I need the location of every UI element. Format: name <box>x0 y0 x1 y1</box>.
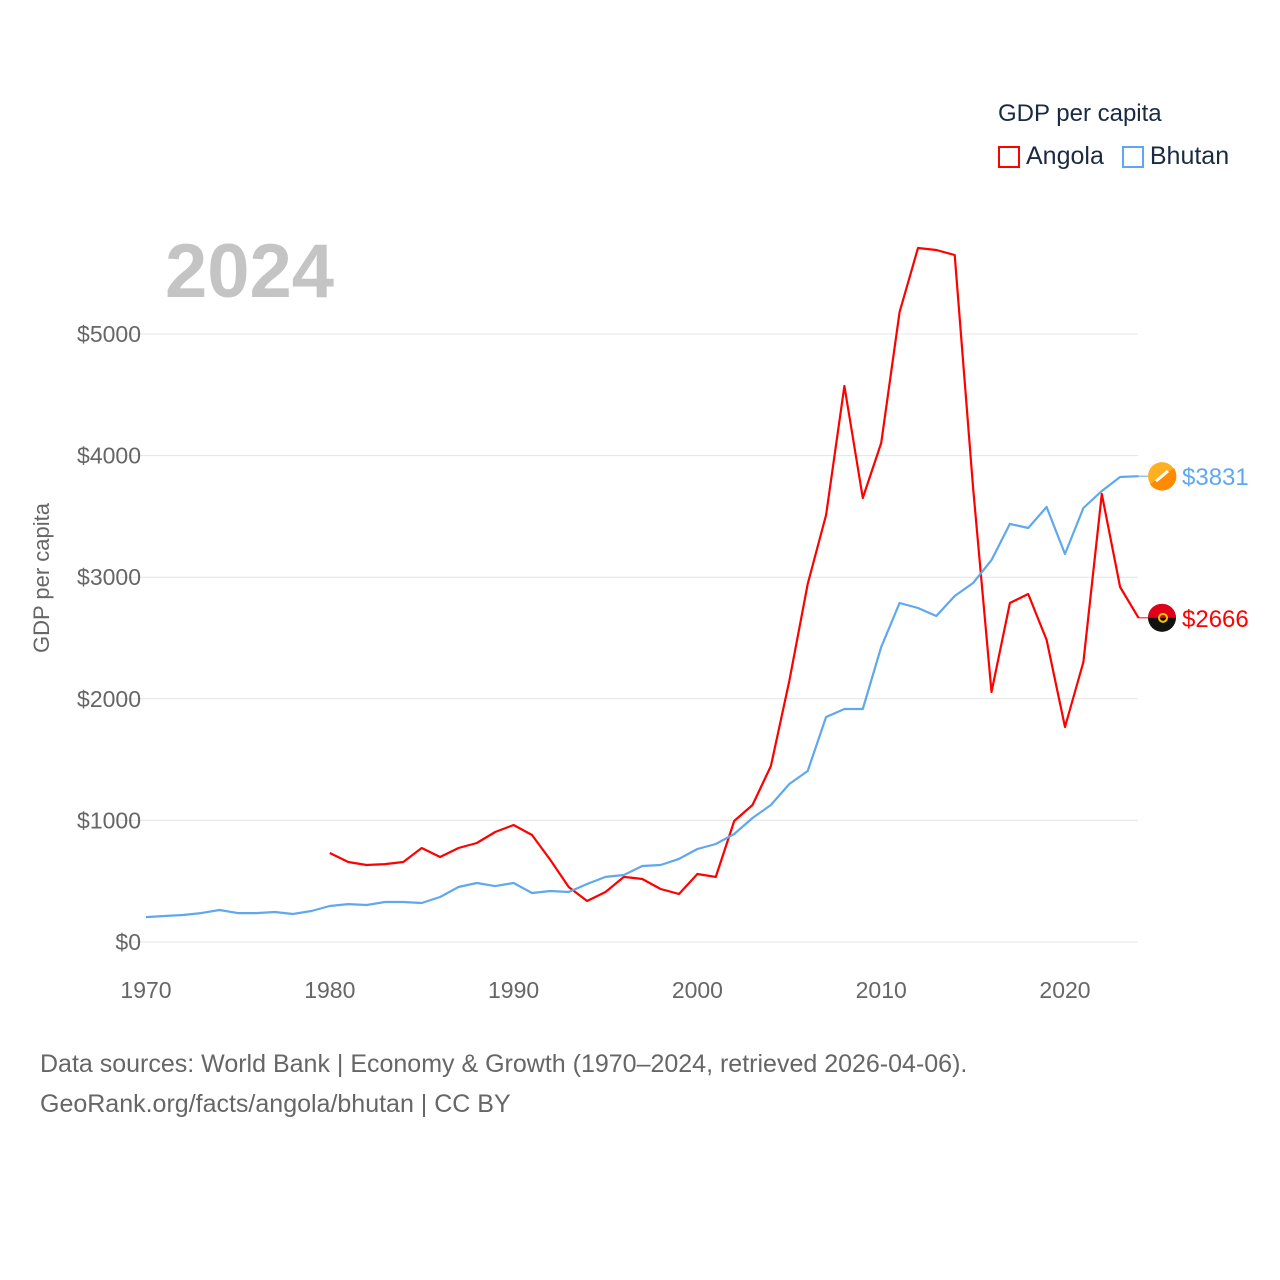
source-link[interactable]: GeoRank.org/facts/angola/bhutan | CC BY <box>40 1090 511 1118</box>
y-tick-label: $1000 <box>77 807 141 833</box>
y-tick-label: $4000 <box>77 443 141 469</box>
y-axis-label: GDP per capita <box>29 502 54 654</box>
y-tick-label: $5000 <box>77 321 141 347</box>
x-tick-label: 1980 <box>304 977 355 1003</box>
data-sources: Data sources: World Bank | Economy & Gro… <box>40 1050 968 1078</box>
y-tick-label: $0 <box>115 929 141 955</box>
year-label: 2024 <box>165 229 335 314</box>
legend-label-bhutan: Bhutan <box>1149 142 1230 170</box>
angola-flag-emblem <box>1158 612 1168 623</box>
end-value-label-bhutan: $3831 <box>1182 464 1249 491</box>
x-tick-label: 1990 <box>488 977 539 1003</box>
series-line-angola <box>329 246 1140 903</box>
y-tick-label: $2000 <box>77 686 141 712</box>
legend-item-bhutan[interactable]: Bhutan <box>1121 142 1230 171</box>
footer: Data sources: World Bank | Economy & Gro… <box>40 1044 967 1124</box>
legend-swatch-angola <box>998 145 1020 168</box>
bhutan-flag-orange-half <box>1150 468 1177 491</box>
x-tick-label: 2010 <box>856 977 907 1003</box>
x-tick-label: 2000 <box>672 977 723 1003</box>
x-tick-label: 1970 <box>120 977 171 1003</box>
series-line-bhutan <box>145 475 1139 919</box>
angola-flag-red-half <box>1148 603 1176 618</box>
end-value-label-angola: $2666 <box>1182 606 1249 633</box>
legend-item-angola[interactable]: Angola <box>998 142 1104 171</box>
bhutan-flag-dragon <box>1155 469 1169 483</box>
legend: Angola Bhutan <box>998 142 1229 171</box>
x-tick-label: 2020 <box>1039 977 1090 1003</box>
y-tick-label: $3000 <box>77 564 141 590</box>
legend-label-angola: Angola <box>1026 142 1104 170</box>
legend-swatch-bhutan <box>1121 145 1144 168</box>
legend-title: GDP per capita <box>998 100 1162 127</box>
